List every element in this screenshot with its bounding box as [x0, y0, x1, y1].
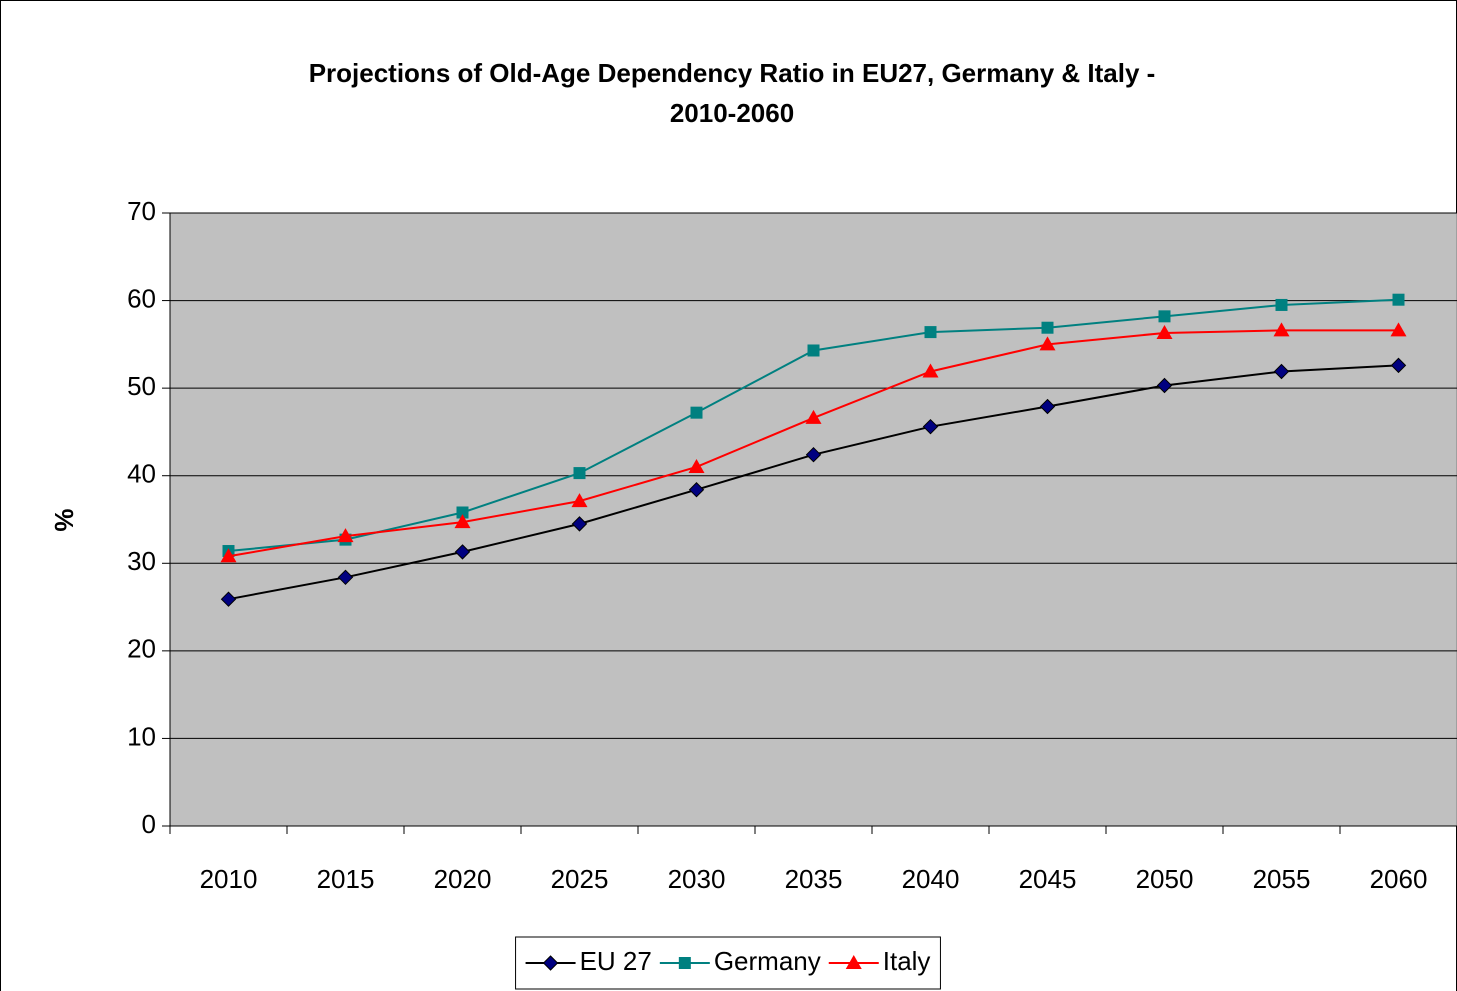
- marker: [1039, 336, 1056, 351]
- x-tick-label: 2015: [317, 864, 375, 894]
- marker: [688, 458, 705, 473]
- marker: [1273, 363, 1290, 380]
- x-tick-label: 2020: [434, 864, 492, 894]
- marker: [805, 409, 822, 424]
- marker: [678, 957, 691, 969]
- y-tick-label: 50: [127, 371, 156, 401]
- marker: [220, 548, 237, 563]
- x-tick-label: 2045: [1019, 864, 1077, 894]
- marker: [1390, 322, 1407, 337]
- marker: [924, 326, 937, 339]
- marker: [922, 418, 939, 435]
- marker: [1039, 398, 1056, 415]
- legend-label: Germany: [714, 946, 821, 976]
- marker: [922, 363, 939, 378]
- marker: [220, 591, 237, 607]
- marker: [571, 516, 588, 532]
- marker: [1392, 293, 1405, 306]
- legend: EU 27 Germany Italy: [515, 936, 941, 990]
- y-tick-label: 60: [127, 283, 156, 313]
- marker: [1158, 310, 1171, 323]
- marker: [1390, 357, 1407, 374]
- legend-label: EU 27: [580, 946, 652, 976]
- x-tick-label: 2025: [551, 864, 609, 894]
- marker: [573, 467, 586, 480]
- x-tick-label: 2055: [1253, 864, 1311, 894]
- marker: [454, 544, 471, 560]
- x-tick-label: 2050: [1136, 864, 1194, 894]
- y-tick-label: 70: [127, 196, 156, 226]
- y-tick-label: 10: [127, 721, 156, 751]
- marker: [805, 446, 822, 463]
- marker: [845, 955, 862, 969]
- y-tick-label: 20: [127, 634, 156, 664]
- marker: [571, 493, 588, 508]
- marker: [807, 344, 820, 357]
- x-tick-label: 2010: [200, 864, 258, 894]
- x-tick-label: 2040: [902, 864, 960, 894]
- y-tick-label: 0: [142, 809, 156, 839]
- marker: [1275, 298, 1288, 311]
- plot-area: [169, 212, 1457, 827]
- marker: [1041, 321, 1054, 334]
- marker: [337, 528, 354, 543]
- marker: [1273, 322, 1290, 337]
- marker: [337, 569, 354, 586]
- x-tick-label: 2060: [1370, 864, 1428, 894]
- marker: [688, 482, 705, 498]
- marker: [690, 406, 703, 419]
- legend-item: Germany: [659, 946, 821, 976]
- marker: [454, 514, 471, 529]
- y-tick-label: 30: [127, 546, 156, 576]
- y-axis-label: %: [49, 508, 79, 531]
- marker: [1156, 324, 1173, 339]
- marker: [456, 506, 469, 519]
- y-tick-label: 40: [127, 459, 156, 489]
- chart-subtitle: 2010-2060: [670, 98, 794, 128]
- legend-item: Italy: [828, 946, 931, 976]
- marker: [1156, 377, 1173, 394]
- legend-label: Italy: [883, 946, 931, 976]
- x-tick-label: 2035: [785, 864, 843, 894]
- x-tick-label: 2030: [668, 864, 726, 894]
- legend-item: EU 27: [525, 946, 652, 976]
- marker: [542, 955, 559, 971]
- chart-title: Projections of Old-Age Dependency Ratio …: [309, 58, 1156, 88]
